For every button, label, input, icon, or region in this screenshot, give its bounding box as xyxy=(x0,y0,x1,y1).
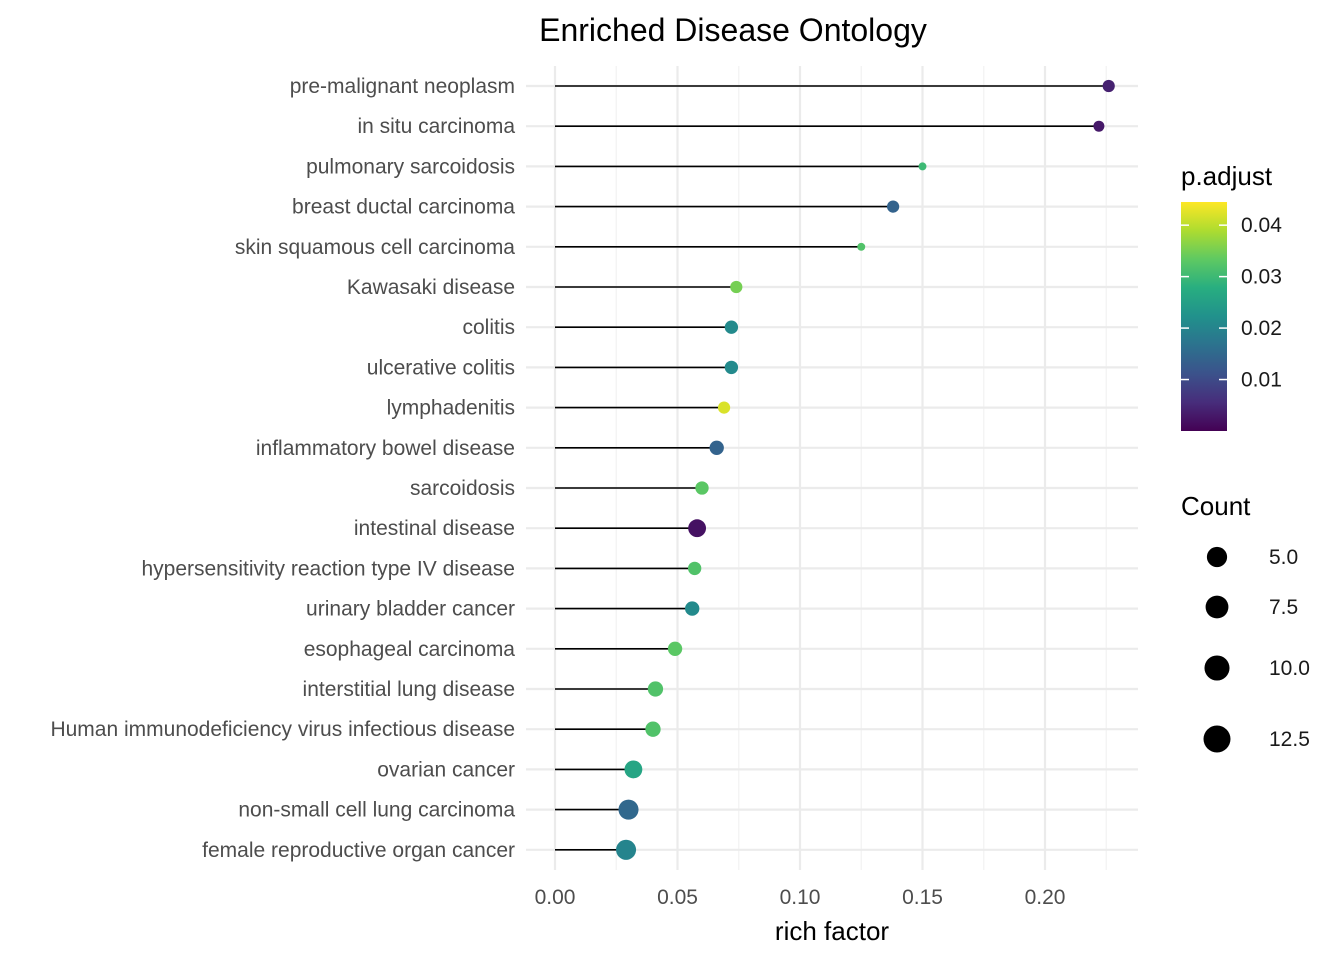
size-legend-label: 7.5 xyxy=(1269,596,1298,619)
size-legend-key xyxy=(1205,595,1229,619)
data-points xyxy=(616,79,1115,860)
data-point xyxy=(730,280,743,294)
data-point xyxy=(685,601,700,616)
category-label: pre-malignant neoplasm xyxy=(290,75,515,98)
size-legend-key xyxy=(1203,725,1231,753)
x-tick-label: 0.05 xyxy=(657,886,698,909)
category-label: urinary bladder cancer xyxy=(306,598,515,621)
minor-gridlines xyxy=(615,66,1107,870)
x-tick-label: 0.15 xyxy=(902,886,943,909)
data-point xyxy=(695,481,709,495)
lollipop-stems xyxy=(555,85,1109,851)
category-label: colitis xyxy=(462,316,515,339)
color-legend-bar xyxy=(1181,202,1227,431)
category-label: skin squamous cell carcinoma xyxy=(235,236,515,259)
category-label: ulcerative colitis xyxy=(367,356,515,379)
size-legend-label: 12.5 xyxy=(1269,728,1310,751)
category-label: inflammatory bowel disease xyxy=(256,437,515,460)
color-legend: p.adjust 0.01 0.02 0.03 0.04 xyxy=(1181,161,1282,431)
category-label: non-small cell lung carcinoma xyxy=(238,799,515,822)
data-point xyxy=(1093,120,1105,132)
color-legend-tick-label: 0.02 xyxy=(1241,317,1282,340)
x-axis-title: rich factor xyxy=(775,916,889,946)
data-point xyxy=(616,839,637,860)
data-point xyxy=(647,681,664,697)
data-point xyxy=(724,320,739,334)
data-point xyxy=(717,401,731,414)
category-label: Human immunodeficiency virus infectious … xyxy=(50,718,515,741)
category-label: Kawasaki disease xyxy=(347,276,515,299)
data-point xyxy=(1102,79,1115,93)
color-legend-tick-label: 0.01 xyxy=(1241,369,1282,392)
category-label: female reproductive organ cancer xyxy=(202,839,515,862)
category-label: in situ carcinoma xyxy=(357,115,515,138)
x-tick-label: 0.10 xyxy=(780,886,821,909)
x-axis-tick-labels: 0.00 0.05 0.10 0.15 0.20 xyxy=(535,886,1066,909)
data-point xyxy=(688,519,707,538)
category-label: breast ductal carcinoma xyxy=(292,196,515,219)
size-legend-label: 5.0 xyxy=(1269,546,1298,569)
y-axis-category-labels: pre-malignant neoplasm in situ carcinoma p… xyxy=(50,75,515,862)
data-point xyxy=(857,242,866,251)
data-point xyxy=(886,200,900,213)
data-point xyxy=(724,360,739,375)
category-label: pulmonary sarcoidosis xyxy=(306,155,515,178)
color-legend-tick-label: 0.03 xyxy=(1241,266,1282,289)
category-label: lymphadenitis xyxy=(387,397,515,420)
color-legend-tick-label: 0.04 xyxy=(1241,214,1282,237)
category-label: esophageal carcinoma xyxy=(304,638,516,661)
data-point xyxy=(667,641,683,656)
color-legend-title: p.adjust xyxy=(1181,161,1273,191)
size-legend-key xyxy=(1204,655,1230,681)
x-tick-label: 0.00 xyxy=(535,886,576,909)
size-legend-title: Count xyxy=(1181,491,1251,521)
x-tick-label: 0.20 xyxy=(1025,886,1066,909)
size-legend-key xyxy=(1206,546,1228,568)
data-point xyxy=(918,162,927,171)
data-point xyxy=(624,760,643,779)
major-gridlines xyxy=(526,66,1138,870)
size-legend-label: 10.0 xyxy=(1269,657,1310,680)
data-point xyxy=(687,561,702,576)
size-legend: Count 5.0 7.5 10.0 12.5 xyxy=(1181,491,1310,753)
category-label: ovarian cancer xyxy=(377,758,515,781)
data-point xyxy=(709,440,724,455)
chart-title: Enriched Disease Ontology xyxy=(539,12,927,48)
data-point xyxy=(618,799,639,820)
category-label: intestinal disease xyxy=(354,517,515,540)
data-point xyxy=(645,721,661,737)
category-label: hypersensitivity reaction type IV diseas… xyxy=(141,557,515,580)
category-label: interstitial lung disease xyxy=(303,678,515,701)
category-label: sarcoidosis xyxy=(410,477,515,500)
